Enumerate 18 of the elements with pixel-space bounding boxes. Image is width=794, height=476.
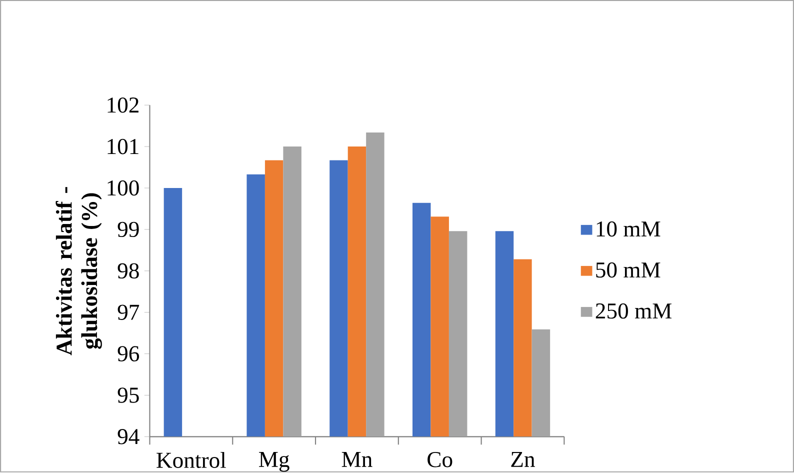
x-tick-label: Mg [258, 452, 290, 472]
legend-label: 10 mM [596, 221, 660, 237]
y-tick-label: 96 [118, 346, 140, 362]
legend-label: 50 mM [596, 262, 660, 278]
y-tick-label: 102 [108, 97, 138, 113]
x-tick-label: Co [428, 452, 452, 468]
y-tick-label: 100 [108, 180, 139, 196]
y-axis-title: Aktivitas relatif -glukosidase (%) [56, 186, 102, 356]
y-tick-label: 95 [118, 388, 139, 403]
y-tick-label: 98 [118, 263, 139, 278]
x-tick-label: Mn [342, 452, 372, 467]
y-tick-label: 97 [118, 304, 140, 320]
x-tick-label: Kontrol [156, 452, 226, 468]
x-tick-label: Zn [511, 452, 535, 467]
legend-label: 250 mM [596, 303, 672, 319]
y-tick-label: 101 [108, 138, 138, 154]
y-tick-label: 99 [118, 222, 139, 237]
y-tick-label: 94 [118, 428, 140, 444]
